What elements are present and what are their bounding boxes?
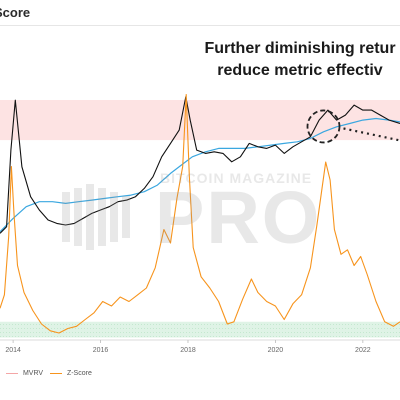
mvrv-price-line xyxy=(0,96,400,234)
legend-zscore-label: Z-Score xyxy=(66,370,92,377)
annotation-pointer xyxy=(343,127,400,142)
legend-zscore-swatch xyxy=(50,372,62,374)
x-tick-label: 2014 xyxy=(5,347,21,354)
annotation-line-1: Further diminishing retur xyxy=(204,40,396,57)
zscore-line xyxy=(0,93,400,334)
series-lines xyxy=(0,93,400,334)
x-tick-label: 2018 xyxy=(180,347,196,354)
x-axis: 2014 2016 2018 2020 2022 xyxy=(0,339,400,354)
x-tick-label: 2022 xyxy=(355,347,371,354)
annotation-marks xyxy=(306,109,400,144)
annotation-circle xyxy=(306,109,341,144)
green-band xyxy=(0,321,400,338)
legend-mvrv-label: MVRV xyxy=(22,370,44,377)
x-tick-label: 2016 xyxy=(93,347,109,354)
legend-mvrv-swatch xyxy=(6,372,18,374)
legend-zscore[interactable]: Z-Score xyxy=(50,370,92,377)
annotation-line-2: reduce metric effectiv xyxy=(217,62,383,79)
red-band xyxy=(0,100,400,141)
chart-title: Score xyxy=(0,5,31,20)
header-bar: Score xyxy=(0,0,400,26)
legend-mvrv[interactable]: MVRV xyxy=(6,370,43,377)
annotation-text: Further diminishing retur reduce metric … xyxy=(170,38,400,82)
realized-price-line xyxy=(0,117,400,233)
x-tick-label: 2020 xyxy=(268,347,284,354)
zone-bands xyxy=(0,100,400,338)
